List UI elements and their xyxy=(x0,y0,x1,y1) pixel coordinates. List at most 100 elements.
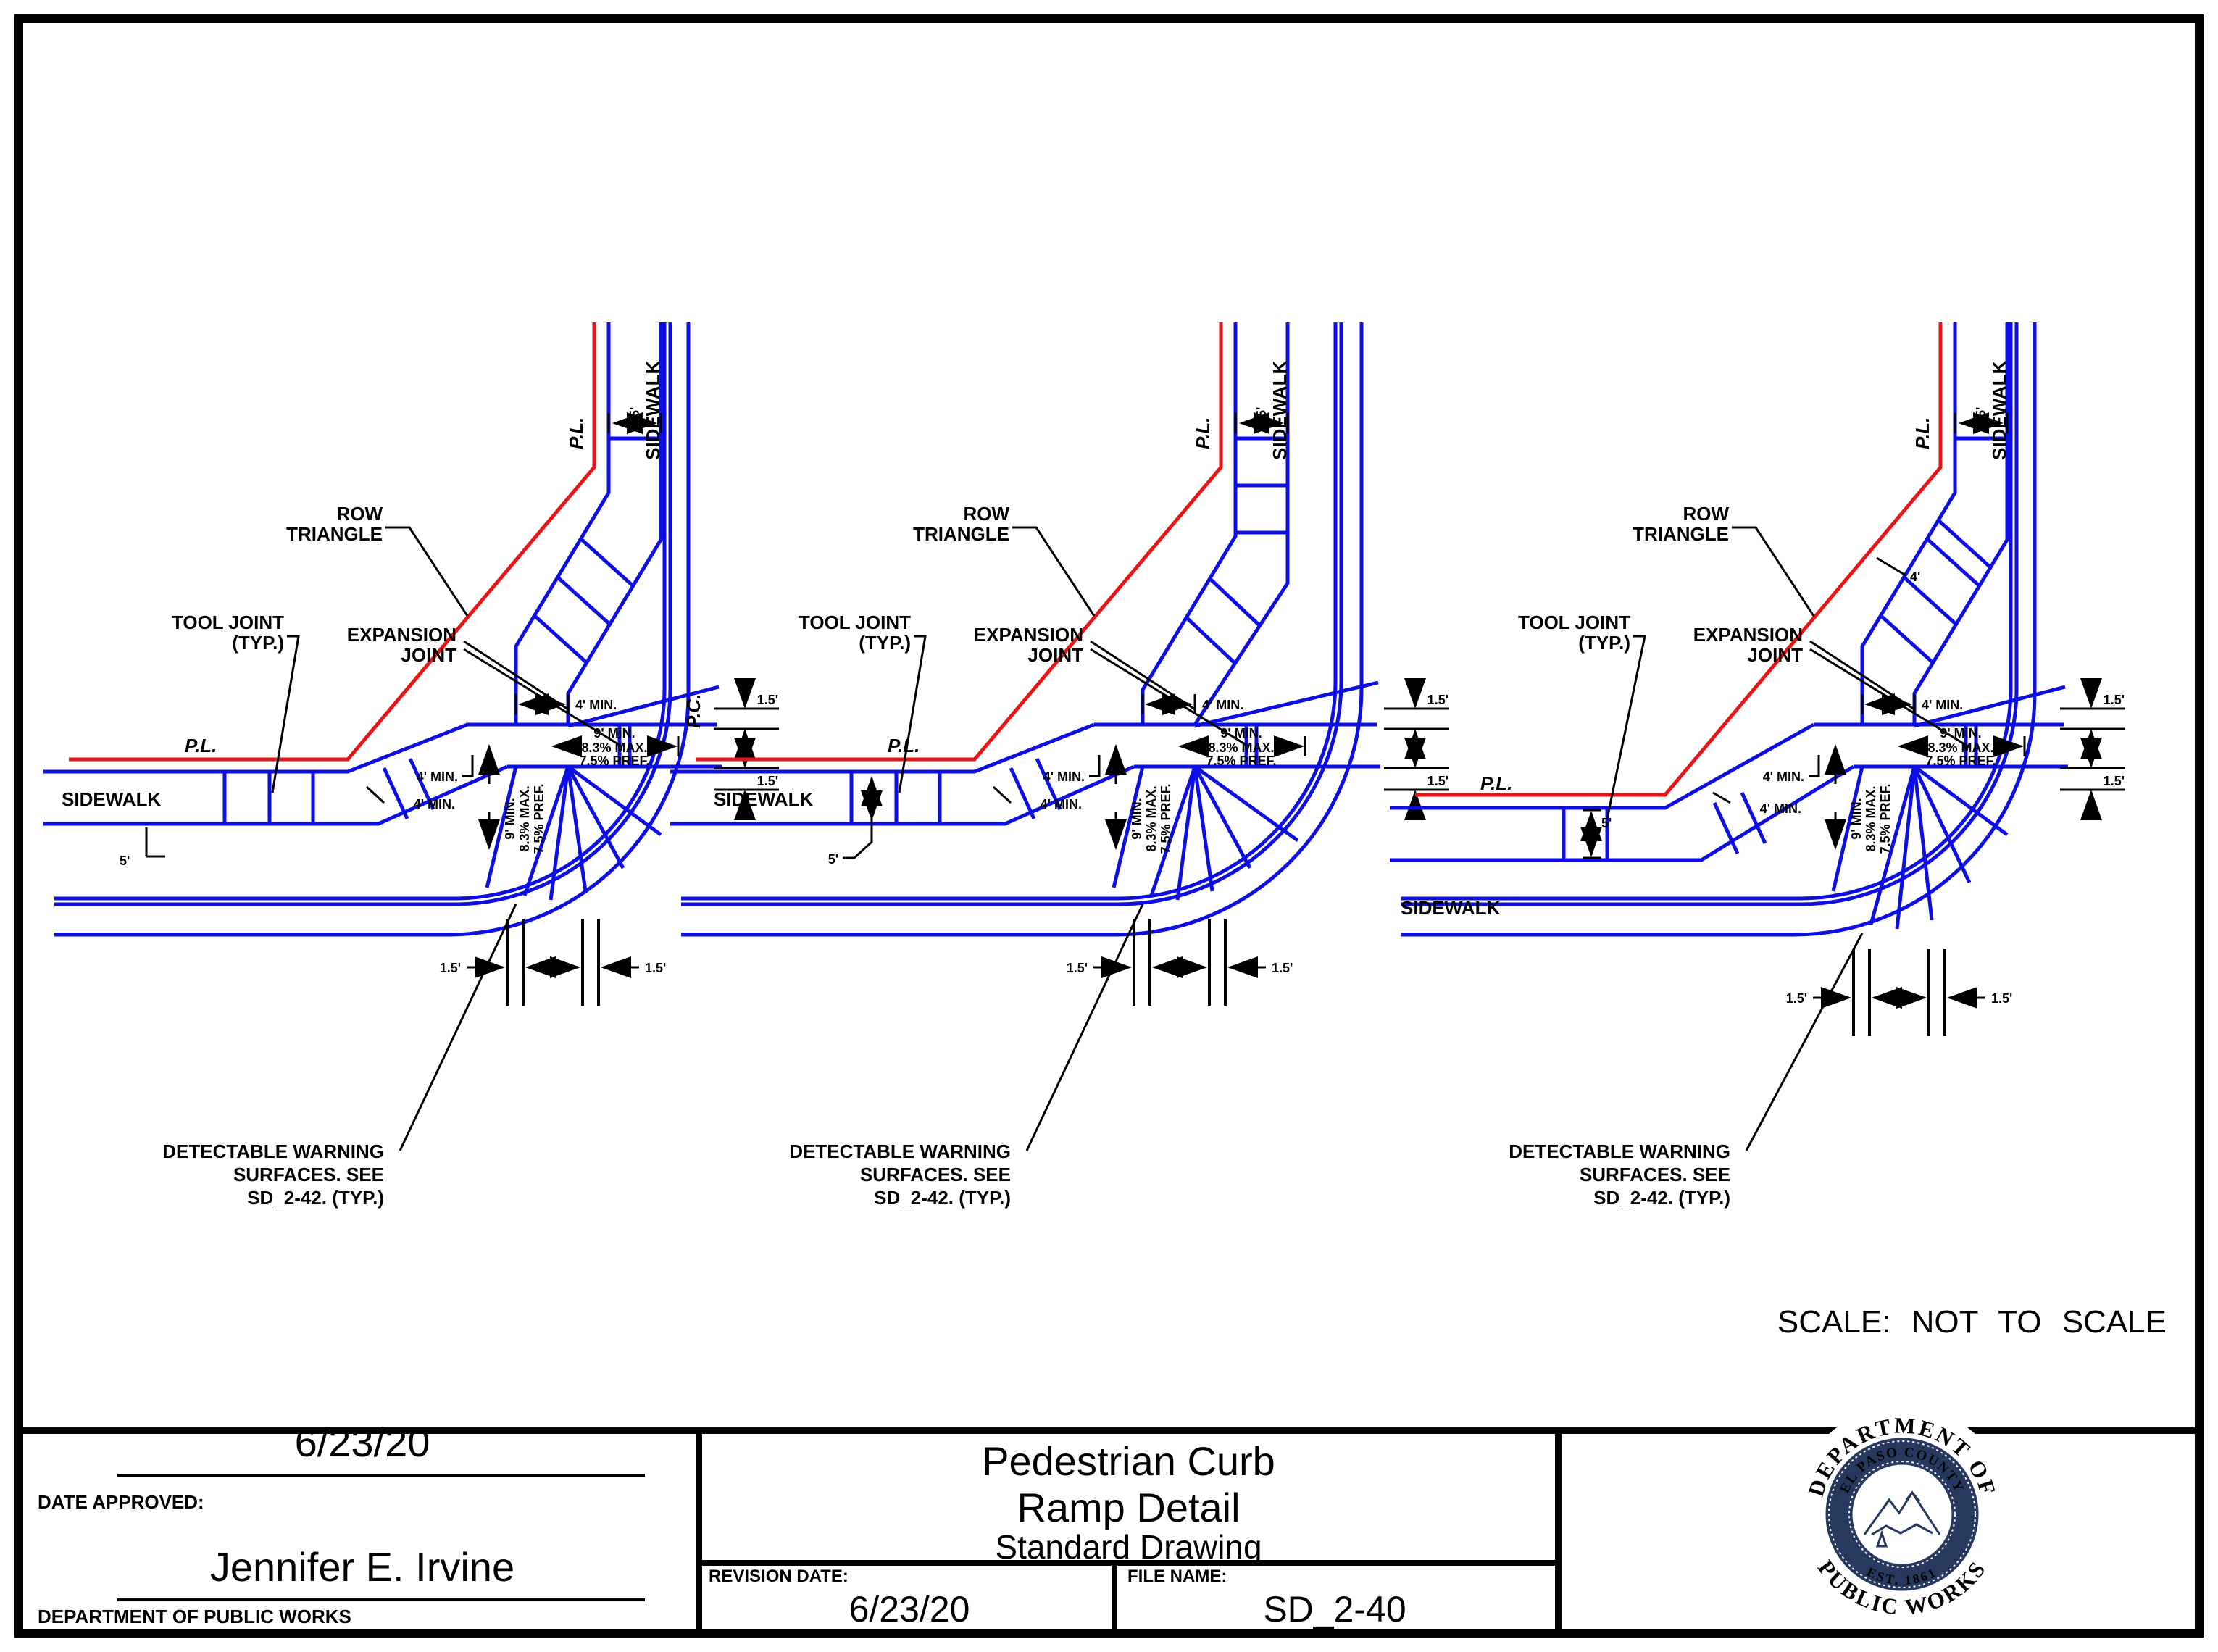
revision-date-label: REVISION DATE: xyxy=(709,1567,849,1586)
expansion-joint-label: EXPANSION xyxy=(1693,624,1803,646)
lower-walk-top xyxy=(43,722,468,774)
fan-line xyxy=(566,765,625,869)
dim-1-5ft: 1.5' xyxy=(757,693,778,707)
titleblock-divider-left xyxy=(696,1427,702,1629)
dim-4ft: 4' xyxy=(1910,570,1920,584)
leader-row-triangle xyxy=(385,526,469,617)
revision-date-value: 6/23/20 xyxy=(849,1589,970,1630)
leader-tool-joint xyxy=(898,635,927,793)
leader-4min-3 xyxy=(992,785,1012,804)
diagram-curb-ramp-1: P.L. SIDEWALK 5' ROW TRIANGLE EXPANSION … xyxy=(43,322,779,1209)
property-line xyxy=(1415,322,1943,797)
dim-4ft-min: 4' MIN. xyxy=(1922,698,1963,712)
leader-warning xyxy=(1745,933,1864,1151)
ramp-tick xyxy=(1926,538,1981,588)
fan-line xyxy=(1112,766,1145,888)
file-name-label: FILE NAME: xyxy=(1127,1567,1227,1586)
dim-1-5ft: 1.5' xyxy=(1427,693,1448,707)
walk-tick-slant xyxy=(1712,801,1740,855)
fan-line xyxy=(1895,766,1917,930)
dimension-lines xyxy=(145,412,779,1151)
file-name-value: SD_2-40 xyxy=(1263,1589,1406,1630)
diagram-3-labels: P.L. SIDEWALK 5' ROW TRIANGLE EXPANSION … xyxy=(1401,361,2125,1209)
dim-slope-max-rotated: 8.3% MAX. xyxy=(1864,785,1878,851)
property-line xyxy=(69,322,596,762)
warning-label: DETECTABLE WARNING xyxy=(789,1140,1011,1162)
leader-row-triangle xyxy=(1732,526,1815,617)
dim-1-5ft: 1.5' xyxy=(1427,774,1448,788)
tool-joint-label: TOOL JOINT xyxy=(799,612,911,633)
sheet-title-line1: Pedestrian Curb xyxy=(982,1438,1275,1484)
leader-row-triangle xyxy=(1012,526,1096,617)
pl-label: P.L. xyxy=(185,735,217,756)
flare-up-right xyxy=(567,685,720,728)
property-line xyxy=(696,322,1223,762)
dim-4ft-min: 4' MIN. xyxy=(414,797,455,812)
dim-slope-pref-rotated: 7.5% PREF. xyxy=(532,783,546,854)
leader-warning xyxy=(1025,904,1144,1151)
fan-line xyxy=(485,766,518,888)
curb-line xyxy=(681,322,1338,901)
seal-background xyxy=(1793,1406,2011,1623)
warning-label: DETECTABLE WARNING xyxy=(162,1140,384,1162)
dim-slope-max: 8.3% MAX. xyxy=(581,741,647,755)
expansion-joint-label: EXPANSION xyxy=(974,624,1083,646)
leader-warning xyxy=(399,904,517,1151)
sidewalk-label: SIDEWALK xyxy=(1269,361,1291,460)
walk-edge-left xyxy=(514,322,611,725)
dim-9ft-min: 9' MIN. xyxy=(593,726,635,741)
fan-line xyxy=(1831,766,1864,892)
tool-joint-label: (TYP.) xyxy=(1578,632,1630,654)
titleblock-row-line xyxy=(696,1560,1562,1566)
warning-label: SURFACES. SEE xyxy=(1580,1164,1730,1185)
flare-up-right xyxy=(1194,680,1379,728)
dim-1-5ft: 1.5' xyxy=(645,961,666,975)
flow-line xyxy=(54,322,691,937)
fan-line xyxy=(567,764,662,837)
dim-slope-max-rotated: 8.3% MAX. xyxy=(517,785,532,851)
dim-1-5ft: 1.5' xyxy=(757,774,778,788)
dimension-lines xyxy=(1580,412,2125,1151)
row-triangle-label: TRIANGLE xyxy=(913,523,1009,545)
flow-line xyxy=(681,322,1364,937)
dim-1-5ft: 1.5' xyxy=(2104,774,2125,788)
row-triangle-label: TRIANGLE xyxy=(286,523,383,545)
dim-1-5ft: 1.5' xyxy=(1786,991,1807,1006)
flare-up-right xyxy=(1914,685,2066,728)
warning-label: SURFACES. SEE xyxy=(860,1164,1011,1185)
expansion-joint-label: JOINT xyxy=(1747,644,1803,666)
dim-4ft-min: 4' MIN. xyxy=(1202,698,1243,712)
dim-5ft: 5' xyxy=(1601,816,1612,830)
diagram-curb-ramp-2: P.L. SIDEWALK 5' ROW TRIANGLE EXPANSION … xyxy=(670,322,1449,1209)
warning-label: SURFACES. SEE xyxy=(233,1164,384,1185)
walk-tick-slant xyxy=(1035,757,1062,811)
department-seal-logo: DEPARTMENT OF PUBLIC WORKS EL PASO COUNT… xyxy=(1793,1406,2011,1623)
walk-tick-slant xyxy=(408,757,435,811)
curb-line xyxy=(681,322,1343,906)
row-triangle-label: ROW xyxy=(963,503,1009,525)
seal-ring-inner-edge xyxy=(1850,1462,1954,1567)
tool-joint-label: TOOL JOINT xyxy=(172,612,284,633)
dim-9ft-min: 9' MIN. xyxy=(1940,726,1981,741)
fan-line xyxy=(1913,764,2009,837)
diagram-2-labels: P.L. SIDEWALK 5' ROW TRIANGLE EXPANSION … xyxy=(714,361,1448,1209)
dim-slope-pref: 7.5% PREF. xyxy=(579,754,649,768)
sidewalk-label: SIDEWALK xyxy=(1988,361,2010,460)
seal-rope-outer xyxy=(1828,1440,1976,1588)
lower-walk-bottom xyxy=(1390,764,1855,862)
sidewalk-label: SIDEWALK xyxy=(62,788,161,810)
leader-expansion-2 xyxy=(463,648,622,748)
leader-4min-2 xyxy=(462,755,474,777)
leader-expansion-1 xyxy=(1809,640,1915,711)
curb-line xyxy=(54,322,672,906)
dim-slope-pref-rotated: 7.5% PREF. xyxy=(1159,783,1173,854)
fan-line xyxy=(1175,766,1197,901)
row-triangle-label: ROW xyxy=(336,503,383,525)
dimension-lines xyxy=(843,412,1449,1151)
fan-line xyxy=(1149,766,1197,896)
curb-line xyxy=(1401,322,2013,901)
dim-4ft-min: 4' MIN. xyxy=(1043,769,1085,784)
ramp-tick xyxy=(1903,576,1958,626)
leader-expansion-2 xyxy=(1809,648,1969,748)
dim-4ft-min: 4' MIN. xyxy=(575,698,617,712)
